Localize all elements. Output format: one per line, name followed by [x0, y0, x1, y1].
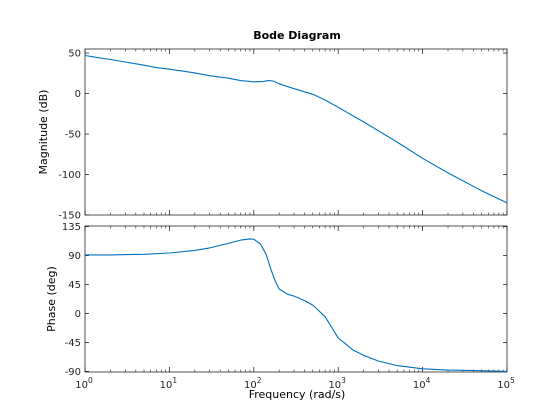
magnitude-y-tick-label: -150 — [58, 211, 81, 222]
magnitude-y-tick-label: -100 — [58, 170, 81, 181]
phase-plot-area — [84, 225, 508, 373]
magnitude-y-tick-label: 0 — [75, 89, 81, 100]
phase-y-tick-label: 45 — [68, 280, 81, 291]
phase-y-tick-label: 0 — [75, 309, 81, 320]
phase-y-tick-label: 135 — [62, 222, 81, 233]
magnitude-series-line — [84, 54, 508, 204]
magnitude-y-tick-label: -50 — [65, 130, 81, 141]
chart-title: Bode Diagram — [253, 29, 341, 42]
x-axis-label: Frequency (rad/s) — [249, 388, 346, 401]
phase-y-tick-label: 90 — [68, 251, 81, 262]
phase-y-tick-label: -45 — [65, 338, 81, 349]
magnitude-y-tick-label: 50 — [68, 49, 81, 60]
phase-y-axis-label: Phase (deg) — [45, 266, 58, 332]
magnitude-plot-area — [84, 48, 508, 216]
phase-y-tick-label: -90 — [65, 367, 81, 378]
phase-series-line — [85, 238, 508, 372]
magnitude-y-axis-label: Magnitude (dB) — [37, 90, 50, 175]
magnitude-axes: 50 0 -50 -100 -150 Magnitude (dB) — [37, 48, 508, 222]
